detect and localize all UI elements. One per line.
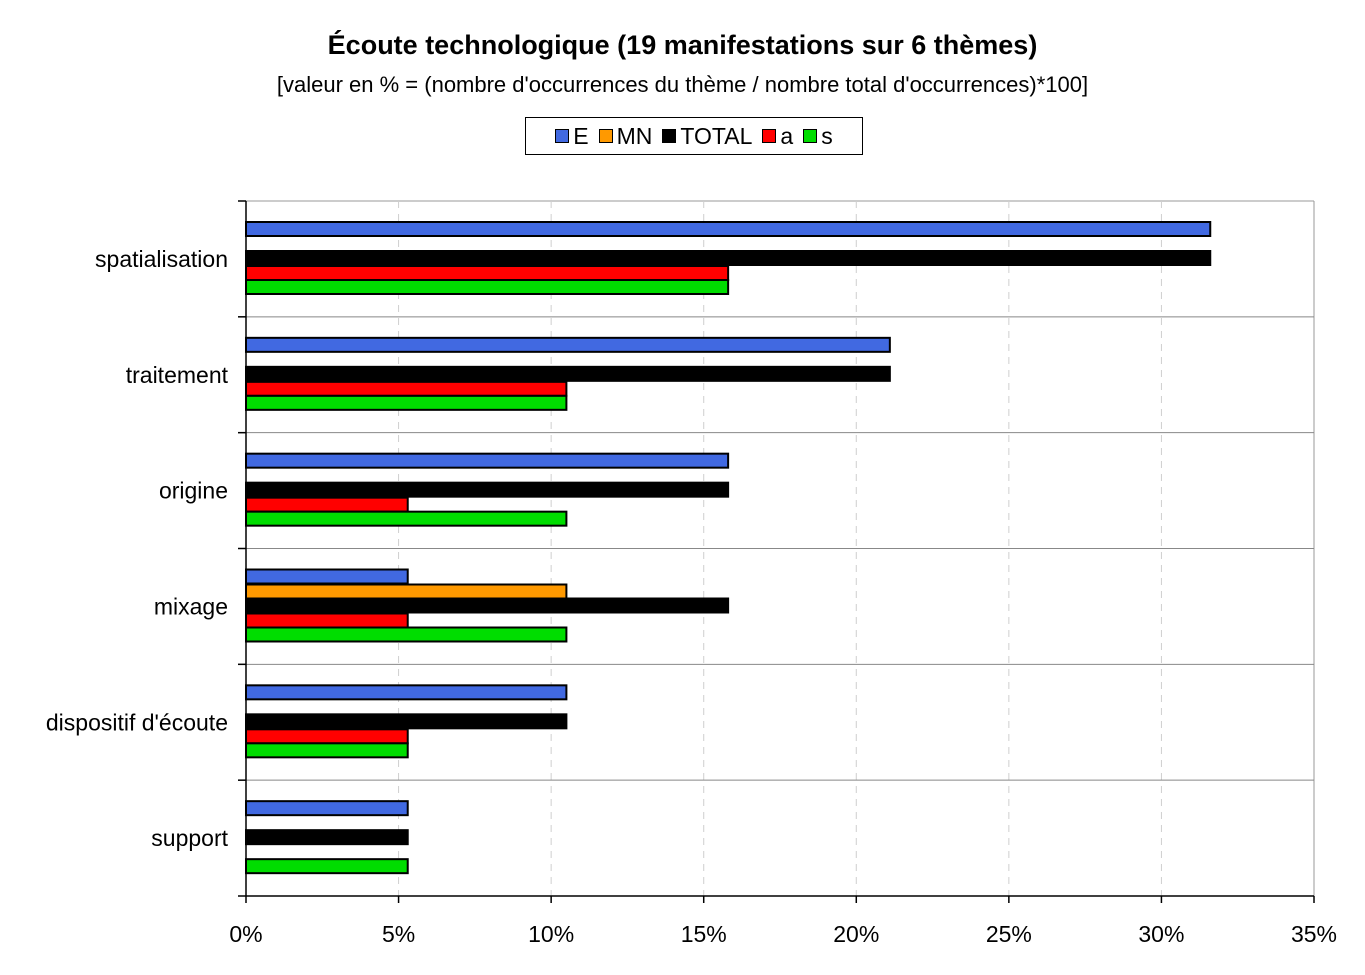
x-tick-label-3: 15% [681, 921, 727, 947]
legend-swatch-MN [598, 129, 613, 143]
bar-TOTAL-0 [245, 250, 1212, 266]
chart-subtitle: [valeur en % = (nombre d'occurrences du … [276, 72, 1089, 97]
legend-swatch-a [762, 129, 777, 143]
category-label-2: origine [159, 478, 228, 504]
legend-label-s: s [821, 122, 833, 149]
x-tick-label-7: 35% [1291, 921, 1337, 947]
bar-MN-3 [245, 583, 568, 600]
legend-label-a: a [780, 122, 794, 149]
category-label-0: spatialisation [95, 246, 228, 272]
x-tick-label-2: 10% [528, 921, 574, 947]
category-label-5: support [151, 825, 228, 851]
bar-E-0 [245, 221, 1212, 237]
bar-TOTAL-2 [245, 481, 730, 498]
legend-item-TOTAL: TOTAL [662, 123, 752, 150]
legend-item-a: a [762, 123, 793, 150]
legend-item-E: E [555, 122, 589, 150]
bar-a-2 [245, 496, 409, 513]
legend-label-E: E [573, 122, 589, 149]
category-label-4: dispositif d'écoute [46, 709, 228, 735]
x-tick-label-0: 0% [229, 921, 262, 947]
bar-s-2 [245, 510, 568, 527]
chart-title: É́coute technologique (19 manifestations… [327, 30, 1038, 60]
x-tick-label-4: 20% [833, 921, 879, 947]
chart-legend: E MN TOTAL a s [525, 117, 863, 155]
category-label-3: mixage [154, 593, 228, 619]
bar-TOTAL-3 [245, 597, 730, 614]
bar-E-5 [245, 800, 409, 817]
legend-swatch-E [555, 129, 570, 143]
bar-TOTAL-5 [245, 829, 409, 846]
legend-label-TOTAL: TOTAL [680, 122, 753, 149]
bar-E-1 [245, 336, 891, 353]
legend-item-s: s [803, 123, 833, 150]
bar-s-5 [245, 858, 409, 875]
x-tick-label-5: 25% [986, 921, 1032, 947]
bar-TOTAL-1 [245, 365, 891, 382]
bar-a-3 [245, 612, 409, 629]
bar-TOTAL-4 [245, 713, 568, 730]
bar-E-3 [245, 568, 409, 585]
bar-a-1 [245, 380, 568, 397]
legend-swatch-TOTAL [662, 129, 677, 143]
bar-a-4 [245, 728, 409, 745]
x-tick-label-1: 5% [382, 921, 415, 947]
legend-swatch-s [803, 129, 818, 143]
x-tick-label-6: 30% [1138, 921, 1184, 947]
bar-s-0 [245, 279, 730, 295]
category-label-1: traitement [126, 362, 229, 388]
bar-a-0 [245, 265, 730, 281]
legend-item-MN: MN [598, 122, 653, 150]
bar-s-4 [245, 742, 409, 759]
bar-s-3 [245, 626, 568, 643]
bar-s-1 [245, 394, 568, 411]
legend-label-MN: MN [616, 122, 653, 149]
bar-E-2 [245, 452, 730, 469]
bar-E-4 [245, 684, 568, 701]
